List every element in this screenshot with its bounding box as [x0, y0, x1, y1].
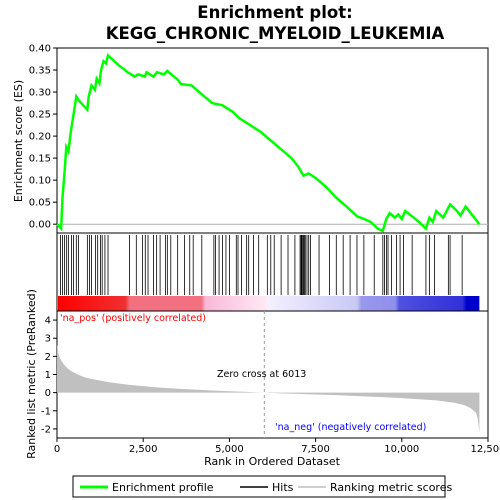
x-tick-label: 12,500	[471, 444, 500, 455]
es-y-tick-label: 0.05	[29, 198, 51, 209]
metric-y-tick-label: -1	[41, 406, 51, 417]
x-tick-label: 2,500	[129, 444, 158, 455]
metric-y-tick-label: 4	[45, 316, 51, 327]
es-y-tick-label: 0.40	[29, 44, 51, 55]
es-y-tick-label: 0.15	[29, 154, 51, 165]
es-y-axis-label: Enrichment score (ES)	[12, 80, 25, 202]
pos-correlated-label: 'na_pos' (positively correlated)	[60, 313, 206, 324]
ranking-metric-area	[57, 344, 479, 433]
x-tick-label: 0	[54, 444, 60, 455]
x-axis: 0 2,500 5,000 7,500 10,000 12,500	[54, 438, 500, 455]
metric-y-tick-label: 1	[45, 370, 51, 381]
legend-hits-label: Hits	[272, 481, 294, 494]
metric-y-tick-label: 2	[45, 352, 51, 363]
legend-metric-label: Ranking metric scores	[330, 481, 452, 494]
x-tick-label: 7,500	[301, 444, 330, 455]
zero-cross-label: Zero cross at 6013	[217, 369, 306, 380]
x-axis-label: Rank in Ordered Dataset	[204, 455, 341, 468]
x-tick-label: 5,000	[215, 444, 244, 455]
es-y-tick-label: 0.25	[29, 110, 51, 121]
metric-y-tick-label: 3	[45, 334, 51, 345]
es-y-tick-label: 0.35	[29, 66, 51, 77]
chart-title-line1: Enrichment plot:	[197, 3, 352, 22]
es-y-tick-label: 0.00	[29, 220, 51, 231]
metric-y-tick-label: -2	[41, 424, 51, 435]
chart-title-line2: KEGG_CHRONIC_MYELOID_LEUKEMIA	[106, 24, 445, 43]
es-y-tick-label: 0.20	[29, 132, 51, 143]
legend-enrichment-label: Enrichment profile	[112, 481, 214, 494]
metric-y-axis: -2 -1 0 1 2 3 4	[41, 316, 57, 436]
es-y-tick-label: 0.10	[29, 176, 51, 187]
hit-markers	[60, 235, 462, 295]
es-y-axis: 0.00 0.05 0.10 0.15 0.20 0.25 0.30 0.35 0.40	[29, 44, 57, 231]
x-tick-label: 10,000	[384, 444, 419, 455]
enrichment-profile-line	[57, 56, 479, 231]
metric-y-tick-label: 0	[45, 388, 51, 399]
metric-y-axis-label: Ranked list metric (PreRanked)	[25, 289, 38, 459]
es-y-tick-label: 0.30	[29, 88, 51, 99]
ranking-gradient-bar	[58, 296, 479, 311]
neg-correlated-label: 'na_neg' (negatively correlated)	[275, 422, 426, 433]
